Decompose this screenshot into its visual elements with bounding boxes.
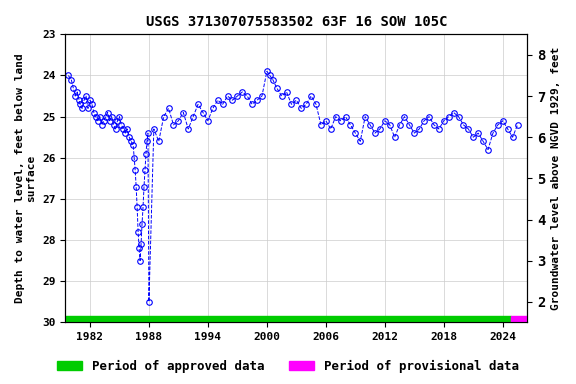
Legend: Period of approved data, Period of provisional data: Period of approved data, Period of provi… — [52, 355, 524, 378]
Bar — [511, 316, 528, 323]
Title: USGS 371307075583502 63F 16 SOW 105C: USGS 371307075583502 63F 16 SOW 105C — [146, 15, 447, 29]
Y-axis label: Groundwater level above NGVD 1929, feet: Groundwater level above NGVD 1929, feet — [551, 47, 561, 310]
Bar — [66, 316, 511, 323]
Y-axis label: Depth to water level, feet below land
surface: Depth to water level, feet below land su… — [15, 53, 37, 303]
